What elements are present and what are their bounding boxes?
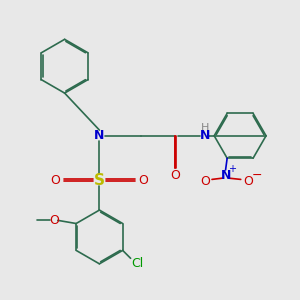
- Text: N: N: [220, 169, 231, 182]
- Text: N: N: [200, 129, 211, 142]
- Text: H: H: [201, 123, 209, 133]
- Text: N: N: [94, 129, 105, 142]
- Text: O: O: [201, 176, 211, 188]
- Text: O: O: [139, 173, 148, 187]
- Text: Cl: Cl: [131, 256, 143, 269]
- Text: O: O: [170, 169, 180, 182]
- Text: +: +: [229, 164, 236, 174]
- Text: S: S: [94, 172, 105, 188]
- Text: −: −: [251, 169, 262, 182]
- Text: O: O: [243, 176, 253, 188]
- Text: O: O: [50, 173, 60, 187]
- Text: O: O: [49, 214, 59, 227]
